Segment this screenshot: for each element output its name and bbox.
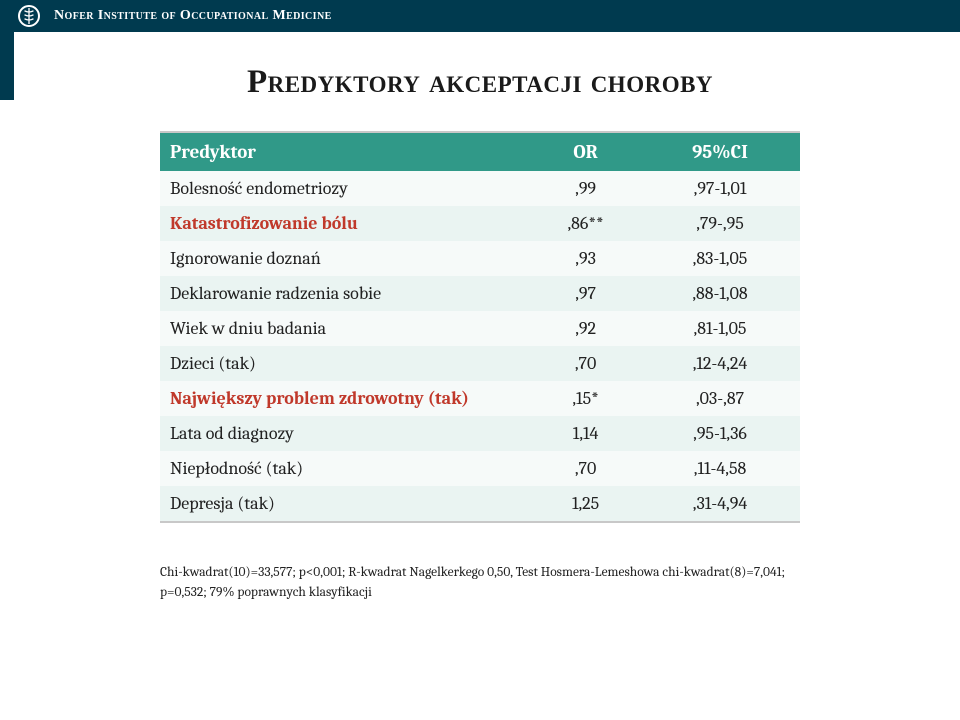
footnote: Chi-kwadrat(10)=33,577; p<0,001; R-kwadr…: [160, 563, 800, 604]
header-bar: Nofer Institute of Occupational Medicine: [0, 0, 960, 32]
cell-predictor: Ignorowanie doznań: [160, 241, 531, 276]
accent-bar: [0, 32, 14, 100]
cell-predictor: Deklarowanie radzenia sobie: [160, 276, 531, 311]
cell-predictor: Niepłodność (tak): [160, 451, 531, 486]
institution-name: Nofer Institute of Occupational Medicine: [54, 8, 332, 24]
cell-predictor: Wiek w dniu badania: [160, 311, 531, 346]
table-row: Wiek w dniu badania,92,81-1,05: [160, 311, 800, 346]
predictors-table: Predyktor OR 95%CI Bolesność endometrioz…: [160, 131, 800, 523]
col-or: OR: [531, 132, 640, 171]
caduceus-icon: [18, 5, 40, 27]
cell-or: 1,25: [531, 486, 640, 522]
cell-or: ,99: [531, 171, 640, 206]
cell-predictor: Bolesność endometriozy: [160, 171, 531, 206]
table-row: Bolesność endometriozy,99,97-1,01: [160, 171, 800, 206]
cell-or: 1,14: [531, 416, 640, 451]
table-row: Niepłodność (tak),70,11-4,58: [160, 451, 800, 486]
cell-or: ,97: [531, 276, 640, 311]
cell-predictor: Depresja (tak): [160, 486, 531, 522]
col-ci: 95%CI: [640, 132, 800, 171]
table-row: Depresja (tak)1,25,31-4,94: [160, 486, 800, 522]
cell-ci: ,83-1,05: [640, 241, 800, 276]
cell-predictor: Katastrofizowanie bólu: [160, 206, 531, 241]
cell-ci: ,31-4,94: [640, 486, 800, 522]
table-row: Katastrofizowanie bólu,86**,79-,95: [160, 206, 800, 241]
table-row: Największy problem zdrowotny (tak),15*,0…: [160, 381, 800, 416]
cell-or: ,93: [531, 241, 640, 276]
table-header-row: Predyktor OR 95%CI: [160, 132, 800, 171]
cell-predictor: Największy problem zdrowotny (tak): [160, 381, 531, 416]
cell-or: ,15*: [531, 381, 640, 416]
cell-ci: ,11-4,58: [640, 451, 800, 486]
slide-title: Predyktory akceptacji choroby: [0, 64, 960, 101]
cell-ci: ,03-,87: [640, 381, 800, 416]
predictors-table-wrap: Predyktor OR 95%CI Bolesność endometrioz…: [160, 131, 800, 523]
footnote-line2: p=0,532; 79% poprawnych klasyfikacji: [160, 583, 800, 603]
cell-ci: ,97-1,01: [640, 171, 800, 206]
col-predyktor: Predyktor: [160, 132, 531, 171]
table-row: Deklarowanie radzenia sobie,97,88-1,08: [160, 276, 800, 311]
table-row: Lata od diagnozy1,14,95-1,36: [160, 416, 800, 451]
table-row: Dzieci (tak),70,12-4,24: [160, 346, 800, 381]
cell-ci: ,88-1,08: [640, 276, 800, 311]
footnote-line1: Chi-kwadrat(10)=33,577; p<0,001; R-kwadr…: [160, 563, 800, 583]
cell-or: ,70: [531, 451, 640, 486]
cell-ci: ,79-,95: [640, 206, 800, 241]
table-row: Ignorowanie doznań,93,83-1,05: [160, 241, 800, 276]
cell-predictor: Lata od diagnozy: [160, 416, 531, 451]
cell-ci: ,12-4,24: [640, 346, 800, 381]
cell-predictor: Dzieci (tak): [160, 346, 531, 381]
cell-ci: ,81-1,05: [640, 311, 800, 346]
cell-or: ,70: [531, 346, 640, 381]
cell-or: ,86**: [531, 206, 640, 241]
cell-ci: ,95-1,36: [640, 416, 800, 451]
cell-or: ,92: [531, 311, 640, 346]
